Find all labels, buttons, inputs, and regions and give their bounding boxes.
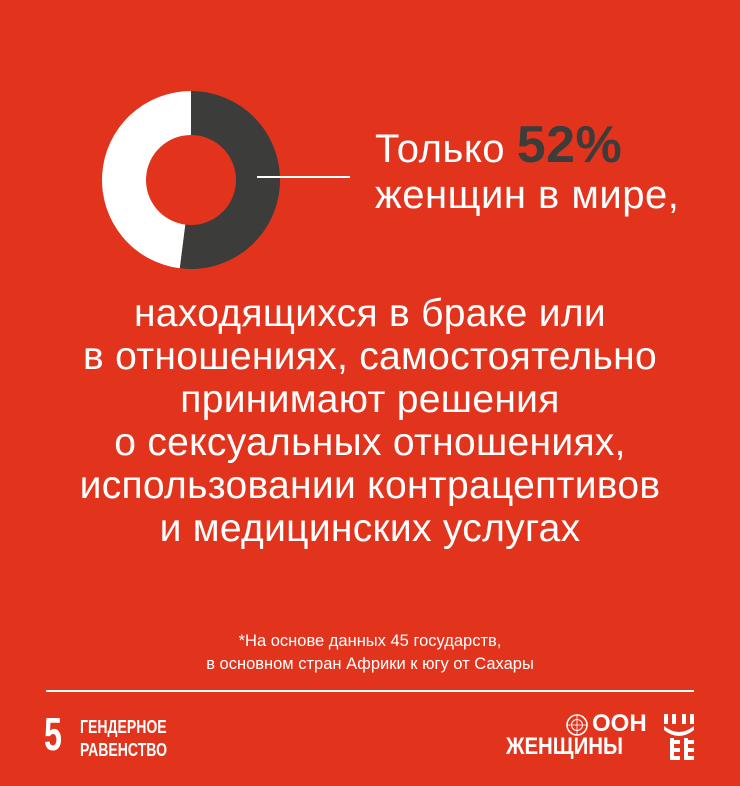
un-women-logo: ООН ЖЕНЩИНЫ <box>506 710 700 762</box>
connector-line <box>257 176 350 178</box>
body-line: находящихся в браке или <box>134 292 606 335</box>
headline-prefix: Только <box>375 127 506 171</box>
logo-line2: ЖЕНЩИНЫ <box>506 733 623 760</box>
headline: Только 52% женщин в мире, <box>375 119 680 218</box>
un-emblem-icon <box>566 714 588 736</box>
body-line: использовании контрацептивов <box>79 464 661 507</box>
donut-segment-remainder <box>101 91 191 269</box>
body-line: о сексуальных отношениях, <box>114 421 626 464</box>
headline-percent: 52% <box>516 116 623 174</box>
sdg-label-line: РАВЕНСТВО <box>80 740 167 760</box>
logo-line1: ООН <box>592 710 647 737</box>
headline-line2: женщин в мире, <box>375 173 680 217</box>
footnote: *На основе данных 45 государств, в основ… <box>0 630 740 676</box>
body-line: принимают решения <box>180 378 560 421</box>
donut-segment-value <box>179 91 280 269</box>
sdg-number: 5 <box>44 708 62 760</box>
un-women-mark-icon <box>664 714 694 760</box>
sdg-label: ГЕНДЕРНОЕ РАВЕНСТВО <box>80 716 167 762</box>
body-text: находящихся в браке или в отношениях, са… <box>0 292 740 550</box>
body-line: в отношениях, самостоятельно <box>82 335 657 378</box>
donut-chart <box>101 91 280 269</box>
divider <box>46 690 694 692</box>
footnote-line: *На основе данных 45 государств, <box>238 632 502 650</box>
body-line: и медицинских услугах <box>159 507 581 550</box>
sdg-label-line: ГЕНДЕРНОЕ <box>80 717 167 737</box>
footnote-line: в основном стран Африки к югу от Сахары <box>206 655 534 673</box>
